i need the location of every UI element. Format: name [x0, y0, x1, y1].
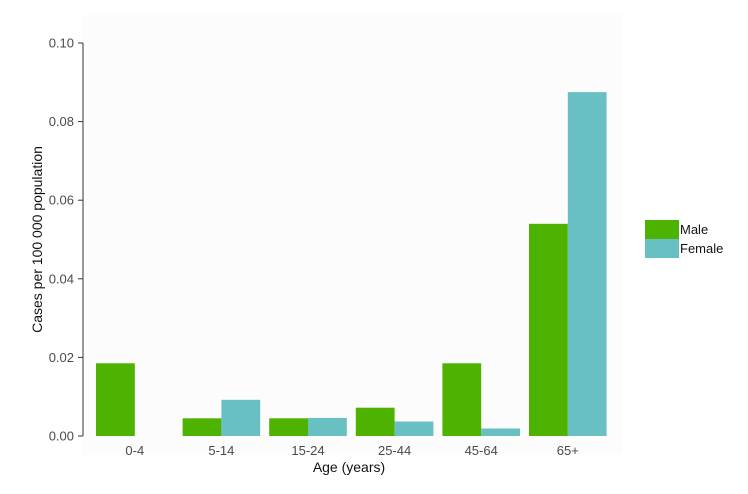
bar-female-65+ — [567, 92, 607, 436]
x-tick-label: 25-44 — [378, 443, 411, 458]
x-axis: 0-4 5-14 15-24 25-44 45-64 65+ — [125, 443, 578, 458]
legend-key-male — [645, 220, 679, 239]
bar-male-65+ — [529, 223, 568, 436]
bar-male-5-14 — [182, 418, 222, 436]
y-tick-label: 0.04 — [49, 271, 74, 286]
y-tick-label: 0.08 — [49, 114, 74, 129]
x-axis-title: Age (years) — [313, 459, 385, 475]
legend-label-male: Male — [680, 222, 708, 237]
bar-male-15-24 — [269, 418, 308, 436]
y-tick-label: 0.10 — [49, 36, 74, 51]
legend-label-female: Female — [680, 241, 723, 256]
bar-male-0-4 — [96, 363, 135, 436]
bar-female-15-24 — [308, 417, 347, 436]
y-tick-label: 0.02 — [49, 350, 74, 365]
x-tick-label: 0-4 — [125, 443, 144, 458]
x-tick-label: 45-64 — [465, 443, 498, 458]
y-tick-label: 0.06 — [49, 193, 74, 208]
y-axis-title: Cases per 100 000 population — [29, 146, 45, 333]
x-tick-label: 65+ — [557, 443, 579, 458]
bar-female-5-14 — [221, 399, 261, 436]
x-tick-label: 5-14 — [208, 443, 234, 458]
x-tick-label: 15-24 — [291, 443, 324, 458]
bar-male-45-64 — [442, 363, 482, 436]
bars-layer — [96, 92, 607, 436]
legend-key-female — [645, 239, 679, 258]
bar-male-25-44 — [355, 407, 395, 436]
bar-female-45-64 — [481, 428, 520, 436]
legend: Male Female — [645, 220, 723, 258]
y-axis: 0.00 0.02 0.04 0.06 0.08 0.10 — [49, 36, 84, 444]
y-tick-label: 0.00 — [49, 429, 74, 444]
bar-female-25-44 — [394, 421, 434, 436]
